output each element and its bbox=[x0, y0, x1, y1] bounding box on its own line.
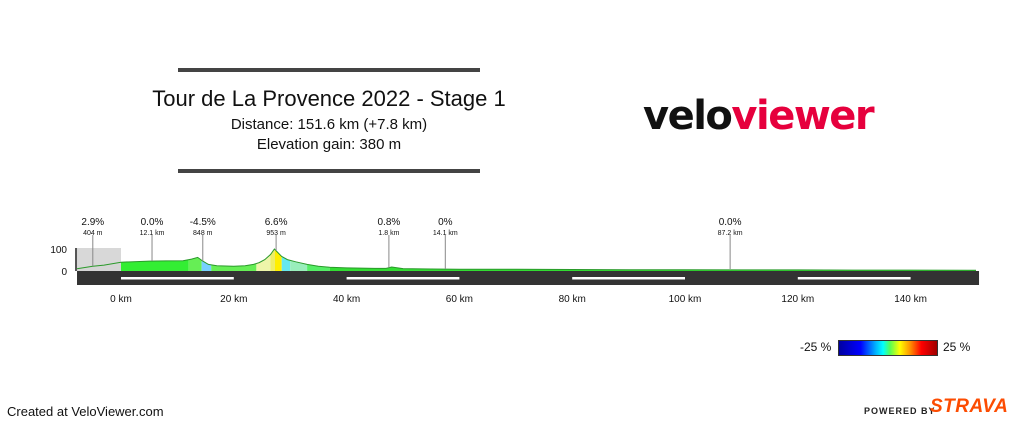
y-tick-label: 100 bbox=[50, 245, 67, 256]
annotation-grade: 0.0% bbox=[141, 217, 164, 228]
gradient-segment bbox=[121, 259, 189, 271]
x-axis: 0 km 20 km 40 km 60 km 80 km 100 km 120 km 140 … bbox=[77, 271, 980, 305]
x-tick-label: 0 km bbox=[110, 294, 132, 305]
distance-marker bbox=[572, 277, 685, 280]
gradient-segment bbox=[290, 260, 308, 271]
distance-marker bbox=[346, 277, 460, 280]
gradient-segment bbox=[211, 263, 257, 271]
x-tick-label: 20 km bbox=[220, 294, 247, 305]
annotation-length: 953 m bbox=[266, 230, 286, 237]
page-title: Tour de La Provence 2022 - Stage 1 bbox=[152, 86, 506, 111]
distance-label: Distance: 151.6 km (+7.8 km) bbox=[230, 116, 428, 133]
gradient-colorbar bbox=[838, 340, 938, 356]
annotation-length: 1.8 km bbox=[378, 230, 399, 237]
gradient-segment bbox=[201, 260, 212, 271]
annotation-length: 87.2 km bbox=[718, 230, 743, 237]
logo-part-velo: velo bbox=[643, 93, 733, 139]
x-axis-bar bbox=[77, 271, 980, 285]
y-axis: 0 100 bbox=[50, 245, 78, 278]
x-tick-label: 100 km bbox=[669, 294, 702, 305]
x-tick-label: 140 km bbox=[894, 294, 927, 305]
annotation-length: 404 m bbox=[83, 230, 103, 237]
distance-marker bbox=[797, 277, 911, 280]
x-tick-label: 60 km bbox=[446, 294, 473, 305]
neutral-start-zone bbox=[77, 248, 121, 271]
distance-marker bbox=[121, 277, 234, 280]
x-tick-label: 80 km bbox=[559, 294, 586, 305]
strava-logo[interactable]: STRAVA bbox=[930, 396, 1009, 417]
y-tick-label: 0 bbox=[61, 267, 67, 278]
logo-part-viewer: viewer bbox=[731, 93, 874, 139]
gradient-segment bbox=[256, 254, 271, 271]
annotation-length: 14.1 km bbox=[433, 230, 458, 237]
header-bottom-rule bbox=[178, 169, 480, 173]
profile-fills bbox=[76, 248, 977, 271]
grade-annotations: 2.9% 404 m 0.0% 12.1 km -4.5% 848 m 6.6% 953 m 0… bbox=[81, 217, 743, 269]
powered-by-label: POWERED BY bbox=[864, 406, 936, 416]
gradient-segment bbox=[270, 249, 275, 271]
header-top-rule bbox=[178, 68, 480, 72]
annotation-length: 12.1 km bbox=[140, 230, 165, 237]
gradient-segment bbox=[307, 264, 330, 271]
y-axis-line bbox=[75, 248, 78, 271]
elevation-gain-label: Elevation gain: 380 m bbox=[256, 136, 402, 153]
elevation-profile-chart: 0 100 2.9% 404 m 0.0% 12.1 km -4.5% 848 m 6.6% 9… bbox=[50, 217, 980, 305]
colorbar-max-label: 25 % bbox=[943, 340, 971, 354]
annotation-grade: 0.0% bbox=[719, 217, 742, 228]
annotation-grade: 0% bbox=[438, 217, 453, 228]
annotation-grade: -4.5% bbox=[190, 217, 216, 228]
annotation-length: 848 m bbox=[193, 230, 213, 237]
annotation-grade: 2.9% bbox=[81, 217, 104, 228]
colorbar-min-label: -25 % bbox=[800, 340, 832, 354]
veloviewer-logo[interactable]: veloviewer bbox=[643, 93, 875, 139]
x-tick-label: 120 km bbox=[781, 294, 814, 305]
annotation-grade: 6.6% bbox=[265, 217, 288, 228]
annotation-grade: 0.8% bbox=[378, 217, 401, 228]
profile-outline bbox=[76, 248, 976, 271]
created-at-link[interactable]: Created at VeloViewer.com bbox=[7, 404, 164, 419]
gradient-segment bbox=[188, 257, 202, 271]
x-tick-label: 40 km bbox=[333, 294, 360, 305]
